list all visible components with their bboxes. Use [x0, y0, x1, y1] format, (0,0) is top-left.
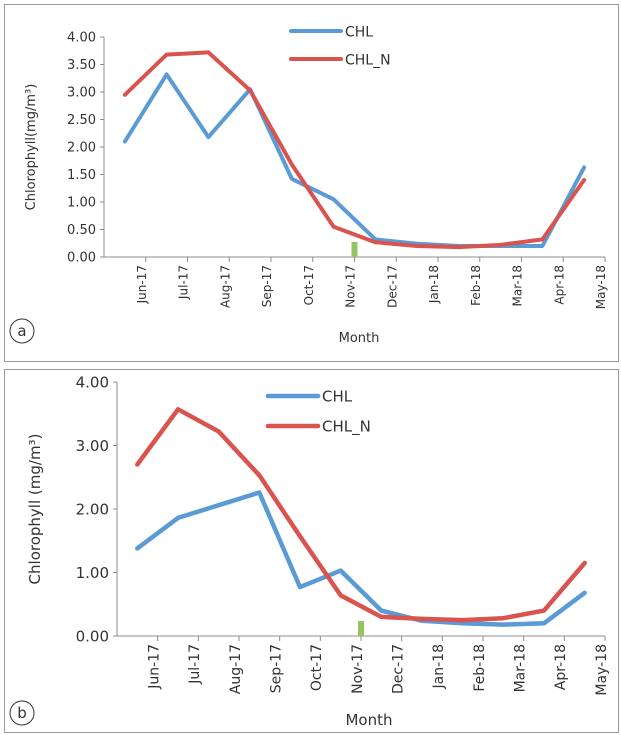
x-tick-label: Sep-17	[269, 644, 285, 693]
series-line-chl	[135, 490, 587, 627]
y-tick-label: 2.00	[67, 141, 96, 156]
x-axis-title: Month	[339, 331, 380, 346]
panel-label: b	[17, 704, 27, 722]
legend-label: CHL_N	[322, 418, 371, 437]
x-tick-label: Nov-17	[344, 265, 358, 308]
y-tick-label: 4.00	[67, 31, 96, 46]
y-tick-label: 0.00	[67, 251, 96, 266]
y-tick-label: 3.50	[67, 58, 96, 73]
y-tick-label: 1.00	[76, 564, 109, 582]
y-axis-title: Chlorophyll(mg/m³)	[24, 84, 39, 211]
y-tick-label: 0.00	[76, 627, 109, 645]
x-tick-label: Jun-17	[147, 644, 163, 690]
x-tick-label: Jun-17	[135, 265, 149, 304]
y-tick-label: 3.00	[76, 437, 109, 455]
x-tick-label: Jul-17	[177, 265, 191, 300]
x-tick-label: May-18	[594, 644, 610, 696]
x-tick-label: May-18	[594, 265, 608, 309]
x-tick-label: Jan-18	[427, 265, 441, 304]
chart-a-svg: 0.00 0.50 1.00 1.50 2.00 2.50 3.00 3.50 4.00 Jun-…	[9, 24, 608, 346]
x-tick-label: Aug-17	[218, 265, 232, 308]
series-line-chl_n	[122, 50, 587, 250]
x-tick-label: Oct-17	[302, 265, 316, 305]
marker-bar	[358, 621, 364, 636]
y-tick-label: 2.00	[76, 500, 109, 518]
x-tick-label: Apr-18	[552, 265, 566, 305]
x-tick-label: Sep-17	[260, 265, 274, 307]
x-tick-label: Jul-17	[187, 644, 203, 685]
panel-label-circle	[9, 700, 35, 726]
series-line-chl	[122, 72, 587, 248]
series-line-chl_n	[135, 407, 587, 623]
y-tick-label: 1.00	[67, 196, 96, 211]
chart-b-svg: 0.00 1.00 2.00 3.00 4.00 Jun-17 Jul-17 Aug-17 Se…	[9, 373, 610, 729]
marker-bar	[351, 242, 358, 257]
legend-label: CHL	[345, 24, 373, 40]
x-tick-label: Jan-18	[431, 644, 447, 689]
x-tick-label: Feb-18	[469, 265, 483, 306]
y-tick-label: 0.50	[67, 223, 96, 238]
chart-panel-a: 0.00 0.50 1.00 1.50 2.00 2.50 3.00 3.50 4.00 Jun-…	[4, 4, 619, 362]
y-tick-label: 2.50	[67, 113, 96, 128]
y-tick-label: 3.00	[67, 86, 96, 101]
x-tick-label: Apr-18	[553, 644, 569, 690]
x-tick-label: Dec-17	[391, 644, 407, 694]
y-tick-label: 4.00	[76, 373, 109, 391]
legend-label: CHL	[322, 388, 353, 406]
panel-label-circle	[9, 318, 35, 344]
y-tick-label: 1.50	[67, 168, 96, 183]
x-tick-label: Oct-17	[309, 644, 325, 691]
x-tick-label: Mar-18	[513, 644, 529, 692]
x-tick-label: Aug-17	[228, 644, 244, 694]
panel-label: a	[17, 322, 26, 340]
x-axis-title: Month	[345, 711, 392, 729]
chart-panel-b: 0.00 1.00 2.00 3.00 4.00 Jun-17 Jul-17 Aug-17 Se…	[4, 369, 619, 733]
x-tick-label: Nov-17	[350, 644, 366, 694]
y-axis-title: Chlorophyll (mg/m³)	[26, 434, 44, 585]
x-tick-label: Dec-17	[385, 265, 399, 308]
legend-label: CHL_N	[345, 52, 391, 68]
x-tick-label: Mar-18	[511, 265, 525, 306]
x-tick-label: Feb-18	[472, 644, 488, 692]
